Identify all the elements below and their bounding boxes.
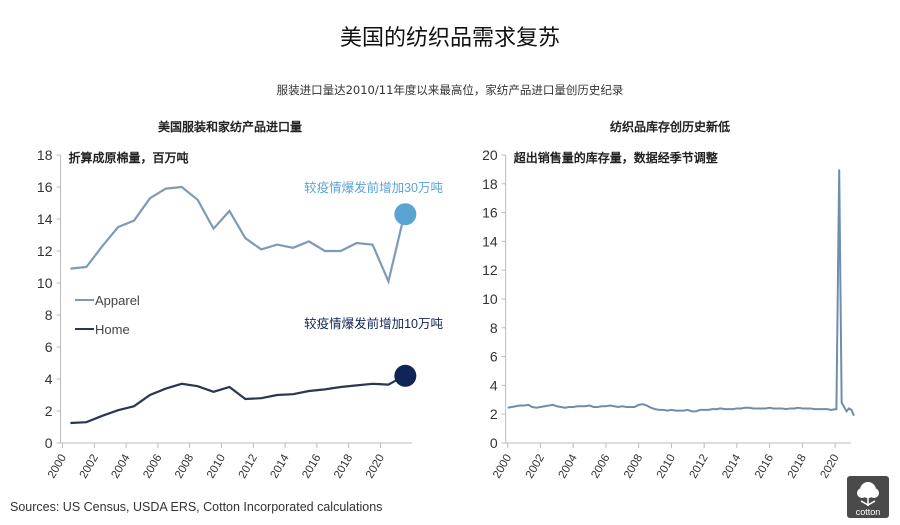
y-tick-label: 2	[490, 406, 498, 422]
y-tick-label: 12	[482, 262, 498, 278]
page-subtitle: 服装进口量达2010/11年度以来最高位，家纺产品进口量创历史纪录	[276, 83, 624, 97]
x-tick-label: 2012	[688, 453, 711, 481]
x-tick-label: 2000	[46, 453, 69, 481]
y-tick-label: 4	[490, 377, 498, 393]
x-tick-label: 2008	[173, 453, 196, 481]
y-axis-label: 折算成原棉量，百万吨	[69, 150, 189, 165]
y-tick-label: 18	[482, 176, 498, 192]
y-tick-label: 0	[490, 435, 498, 451]
x-tick-label: 2002	[524, 453, 547, 481]
x-tick-label: 2010	[205, 453, 228, 481]
line-home	[70, 374, 405, 425]
x-tick-label: 2010	[655, 453, 678, 481]
end-marker-apparel	[394, 203, 417, 226]
x-tick-label: 2016	[753, 453, 776, 481]
left-chart-title: 美国服装和家纺产品进口量	[157, 120, 302, 134]
y-tick-label: 16	[37, 179, 53, 195]
source-note: Sources: US Census, USDA ERS, Cotton Inc…	[10, 500, 383, 514]
line-inventory	[507, 169, 855, 417]
y-tick-label: 6	[490, 349, 498, 365]
x-tick-label: 2002	[78, 453, 101, 481]
y-tick-label: 6	[45, 339, 53, 355]
x-tick-label: 2000	[491, 453, 514, 481]
y-tick-label: 10	[37, 275, 53, 291]
x-tick-label: 2006	[141, 453, 164, 481]
x-tick-label: 2016	[300, 453, 323, 481]
x-tick-label: 2014	[720, 452, 743, 481]
y-tick-label: 14	[37, 211, 53, 227]
cotton-logo: cotton	[847, 476, 889, 518]
annotation-apparel: 较疫情爆发前增加30万吨	[304, 180, 443, 195]
y-tick-label: 10	[482, 291, 498, 307]
page-title: 美国的纺织品需求复苏	[339, 26, 560, 51]
svg-text:cotton: cotton	[856, 507, 881, 517]
line-apparel	[70, 185, 406, 285]
legend-label-home: Home	[95, 322, 130, 337]
y-tick-label: 8	[490, 320, 498, 336]
x-tick-label: 2008	[622, 453, 645, 481]
x-tick-label: 2014	[269, 452, 292, 481]
y-tick-label: 16	[482, 205, 498, 221]
y-axis-label: 超出销售量的库存量，数据经季节调整	[513, 150, 718, 165]
right-chart-title: 纺织品库存创历史新低	[609, 120, 730, 134]
y-tick-label: 20	[482, 147, 498, 163]
y-tick-label: 2	[45, 403, 53, 419]
x-tick-label: 2018	[332, 453, 355, 481]
y-tick-label: 0	[45, 435, 53, 451]
y-tick-label: 4	[45, 371, 53, 387]
x-tick-label: 2020	[819, 453, 842, 481]
annotation-home: 较疫情爆发前增加10万吨	[304, 316, 443, 331]
x-tick-label: 2006	[589, 453, 612, 481]
legend-label-apparel: Apparel	[95, 293, 140, 308]
y-tick-label: 18	[37, 147, 53, 163]
x-tick-label: 2018	[786, 453, 809, 481]
cotton-boll-icon: cotton	[856, 482, 881, 517]
y-tick-label: 12	[37, 243, 53, 259]
y-tick-label: 8	[45, 307, 53, 323]
end-marker-home	[394, 364, 417, 387]
y-tick-label: 14	[482, 233, 498, 249]
x-tick-label: 2020	[364, 453, 387, 481]
x-tick-label: 2004	[110, 452, 133, 481]
x-tick-label: 2004	[557, 452, 580, 481]
x-tick-label: 2012	[237, 453, 260, 481]
